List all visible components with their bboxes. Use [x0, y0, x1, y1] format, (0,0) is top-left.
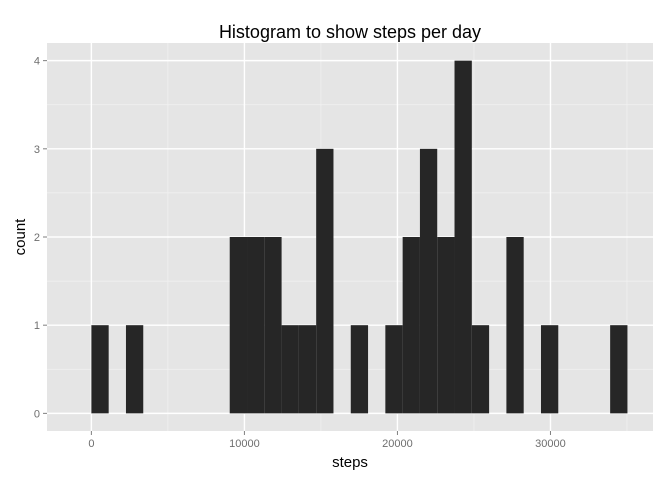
histogram-bar [506, 237, 524, 414]
chart-title: Histogram to show steps per day [219, 22, 481, 42]
histogram-bar [350, 325, 369, 414]
histogram-bar [610, 325, 628, 414]
x-axis-title: steps [332, 454, 368, 471]
histogram-bar [298, 325, 317, 414]
y-axis-title: count [12, 218, 29, 256]
y-tick-label: 0 [34, 408, 40, 420]
x-tick-label: 20000 [382, 438, 413, 450]
histogram-bar [419, 148, 438, 414]
histogram-bar [316, 148, 334, 414]
x-tick-label: 30000 [535, 438, 566, 450]
histogram-bar [402, 237, 420, 414]
histogram-bar [264, 237, 282, 414]
histogram-bar [229, 237, 248, 414]
histogram-bars [91, 60, 628, 414]
histogram-bar [540, 325, 559, 414]
histogram-bar [125, 325, 144, 414]
y-tick-label: 2 [34, 232, 40, 244]
histogram-bar [385, 325, 403, 414]
histogram-bar [454, 60, 472, 414]
x-tick-label: 10000 [229, 438, 260, 450]
histogram-bar [281, 325, 299, 414]
histogram-bar [471, 325, 490, 414]
histogram-bar [437, 237, 455, 414]
x-tick-label: 0 [88, 438, 94, 450]
histogram-bar [91, 325, 109, 414]
y-tick-label: 3 [34, 144, 40, 156]
y-tick-label: 4 [34, 56, 40, 68]
axes: 0 10000 20000 30000 0 1 2 3 4 [34, 56, 566, 450]
y-tick-label: 1 [34, 320, 40, 332]
histogram-bar [247, 237, 265, 414]
